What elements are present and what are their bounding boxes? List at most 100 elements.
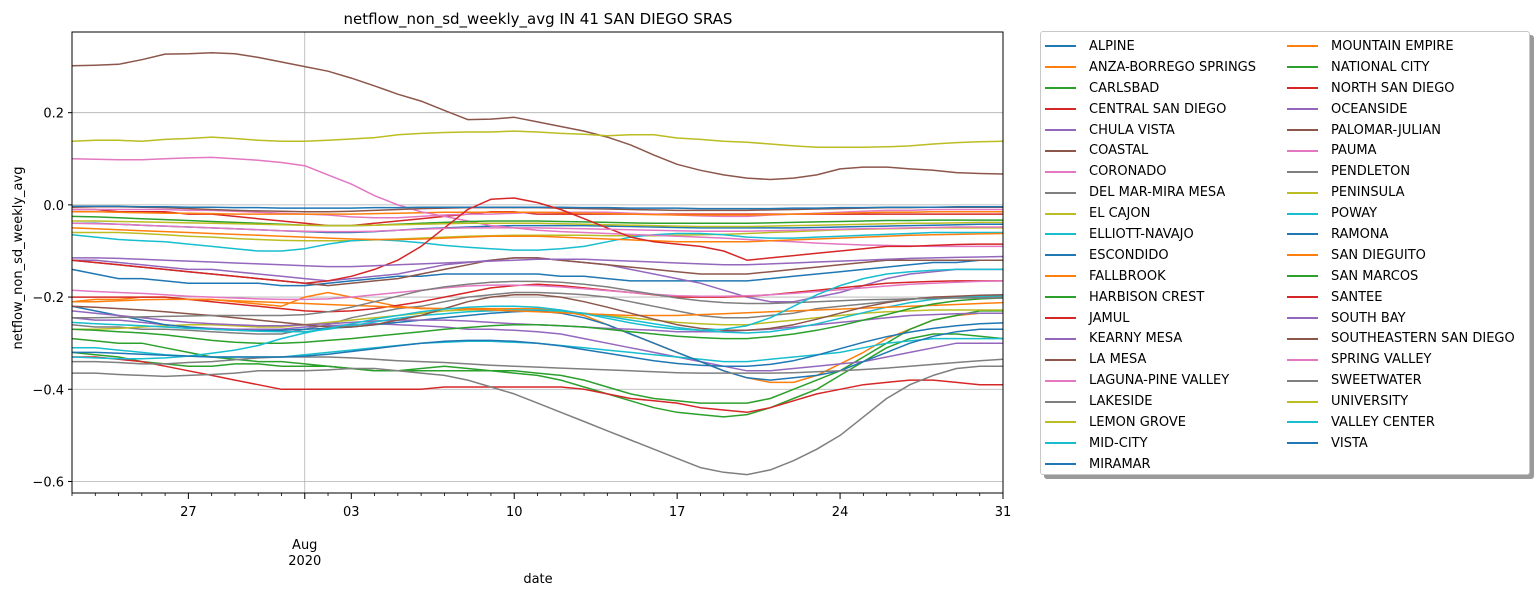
legend-swatch [1287,170,1318,173]
legend-label: HARBISON CREST [1089,289,1205,305]
series-line-valley-center [71,268,1003,360]
legend-swatch [1287,45,1318,48]
legend-label: KEARNY MESA [1089,331,1183,347]
legend-label: PALOMAR-JULIAN [1331,122,1441,138]
series-line-ramona [72,205,1003,210]
legend-label: NORTH SAN DIEGO [1331,80,1455,96]
series-line-kearny-mesa [71,317,1003,372]
legend-item: SANTEE [1287,287,1515,308]
legend-item: LAGUNA-PINE VALLEY [1045,370,1256,391]
legend-item: NATIONAL CITY [1287,57,1515,78]
legend-label: LAKESIDE [1089,394,1153,410]
legend-label: SOUTHEASTERN SAN DIEGO [1331,331,1515,347]
series-line-santee [71,197,1003,284]
legend-swatch [1287,87,1318,90]
legend-item: PAUMA [1287,140,1515,161]
legend-item: ESCONDIDO [1045,245,1256,266]
legend-item: RAMONA [1287,224,1515,245]
legend-swatch [1287,275,1318,278]
series-line-south-bay [72,255,1004,268]
y-tick-label: −0.2 [32,291,64,306]
legend-label: SAN MARCOS [1331,268,1419,284]
legend-swatch [1287,358,1318,361]
legend-swatch [1045,379,1076,382]
series-line-lakeside [72,365,1003,476]
x-tick-label: 2020 [288,554,321,569]
legend-label: CARLSBAD [1089,80,1160,96]
legend-swatch [1045,212,1076,215]
legend-swatch [1045,358,1076,361]
legend-label: MOUNTAIN EMPIRE [1331,38,1454,54]
legend-item: ANZA-BORREGO SPRINGS [1045,57,1256,78]
grid-layer [72,32,1003,493]
legend-item: SWEETWATER [1287,370,1515,391]
y-tick-label: 0.0 [43,199,64,214]
legend-item: PALOMAR-JULIAN [1287,120,1515,141]
legend-label: LAGUNA-PINE VALLEY [1089,373,1230,389]
series-line-central-san-diego [72,208,1003,227]
legend-swatch [1045,337,1076,340]
legend-label: DEL MAR-MIRA MESA [1089,185,1226,201]
legend-swatch [1287,254,1318,257]
legend-item: POWAY [1287,203,1515,224]
x-tick-label: 03 [343,505,360,520]
legend-swatch [1045,296,1076,299]
legend-label: VISTA [1331,435,1368,451]
chart-title: netflow_non_sd_weekly_avg IN 41 SAN DIEG… [344,10,733,29]
x-tick-label: Aug [292,538,317,553]
x-tick-label: 31 [995,505,1012,520]
legend-swatch [1287,129,1318,131]
legend-swatch [1045,149,1076,152]
legend-label: ALPINE [1089,38,1135,54]
y-tick-label: −0.6 [32,475,64,490]
series-line-del-mar-mira-mesa [71,291,1003,335]
legend-swatch [1287,191,1318,194]
legend-label: CORONADO [1089,164,1167,180]
legend-item: DEL MAR-MIRA MESA [1045,182,1256,203]
legend-item: CENTRAL SAN DIEGO [1045,99,1256,120]
legend-label: OCEANSIDE [1331,101,1408,117]
legend-swatch [1287,337,1318,340]
x-tick-label: 17 [669,505,686,520]
legend-item: VALLEY CENTER [1287,412,1515,433]
series-line-harbison-crest [71,310,1003,404]
legend-swatch [1045,275,1076,278]
series-line-vista [72,322,1004,367]
legend-label: LEMON GROVE [1089,414,1186,430]
legend-swatch [1045,400,1076,403]
legend-label: UNIVERSITY [1331,394,1409,410]
series-line-san-dieguito [72,298,1004,317]
legend-item: KEARNY MESA [1045,328,1256,349]
legend-label: PENINSULA [1331,185,1405,201]
series-line-national-city [71,215,1003,227]
legend-item: CARLSBAD [1045,78,1256,99]
series-line-university [71,130,1004,149]
x-tick-label: 10 [506,505,523,520]
series-line-pauma [71,280,1004,301]
legend-label: MID-CITY [1089,435,1148,451]
series-layer [71,51,1004,476]
x-axis-label: date [523,572,552,587]
legend-swatch [1045,191,1076,194]
legend-label: POWAY [1331,206,1378,222]
legend-label: COASTAL [1089,143,1149,159]
x-tick-label: 27 [180,505,197,520]
legend-item: COASTAL [1045,140,1256,161]
legend-swatch [1287,379,1318,382]
legend-swatch [1045,463,1076,466]
legend-item: CORONADO [1045,161,1256,182]
y-tick-label: 0.2 [43,107,64,122]
legend-label: SWEETWATER [1331,373,1422,389]
legend-swatch [1045,317,1076,320]
legend-item: MOUNTAIN EMPIRE [1287,36,1515,57]
series-line-spring-valley [71,222,1003,233]
legend-label: EL CAJON [1089,206,1151,222]
legend-swatch [1045,254,1076,257]
legend-swatch [1045,129,1076,131]
legend-swatch [1287,442,1318,445]
legend-item: LEMON GROVE [1045,412,1256,433]
legend-swatch [1045,66,1076,69]
series-line-sweetwater [72,280,1003,319]
y-axis-label: netflow_non_sd_weekly_avg [11,167,26,350]
legend-label: MIRAMAR [1089,456,1151,472]
